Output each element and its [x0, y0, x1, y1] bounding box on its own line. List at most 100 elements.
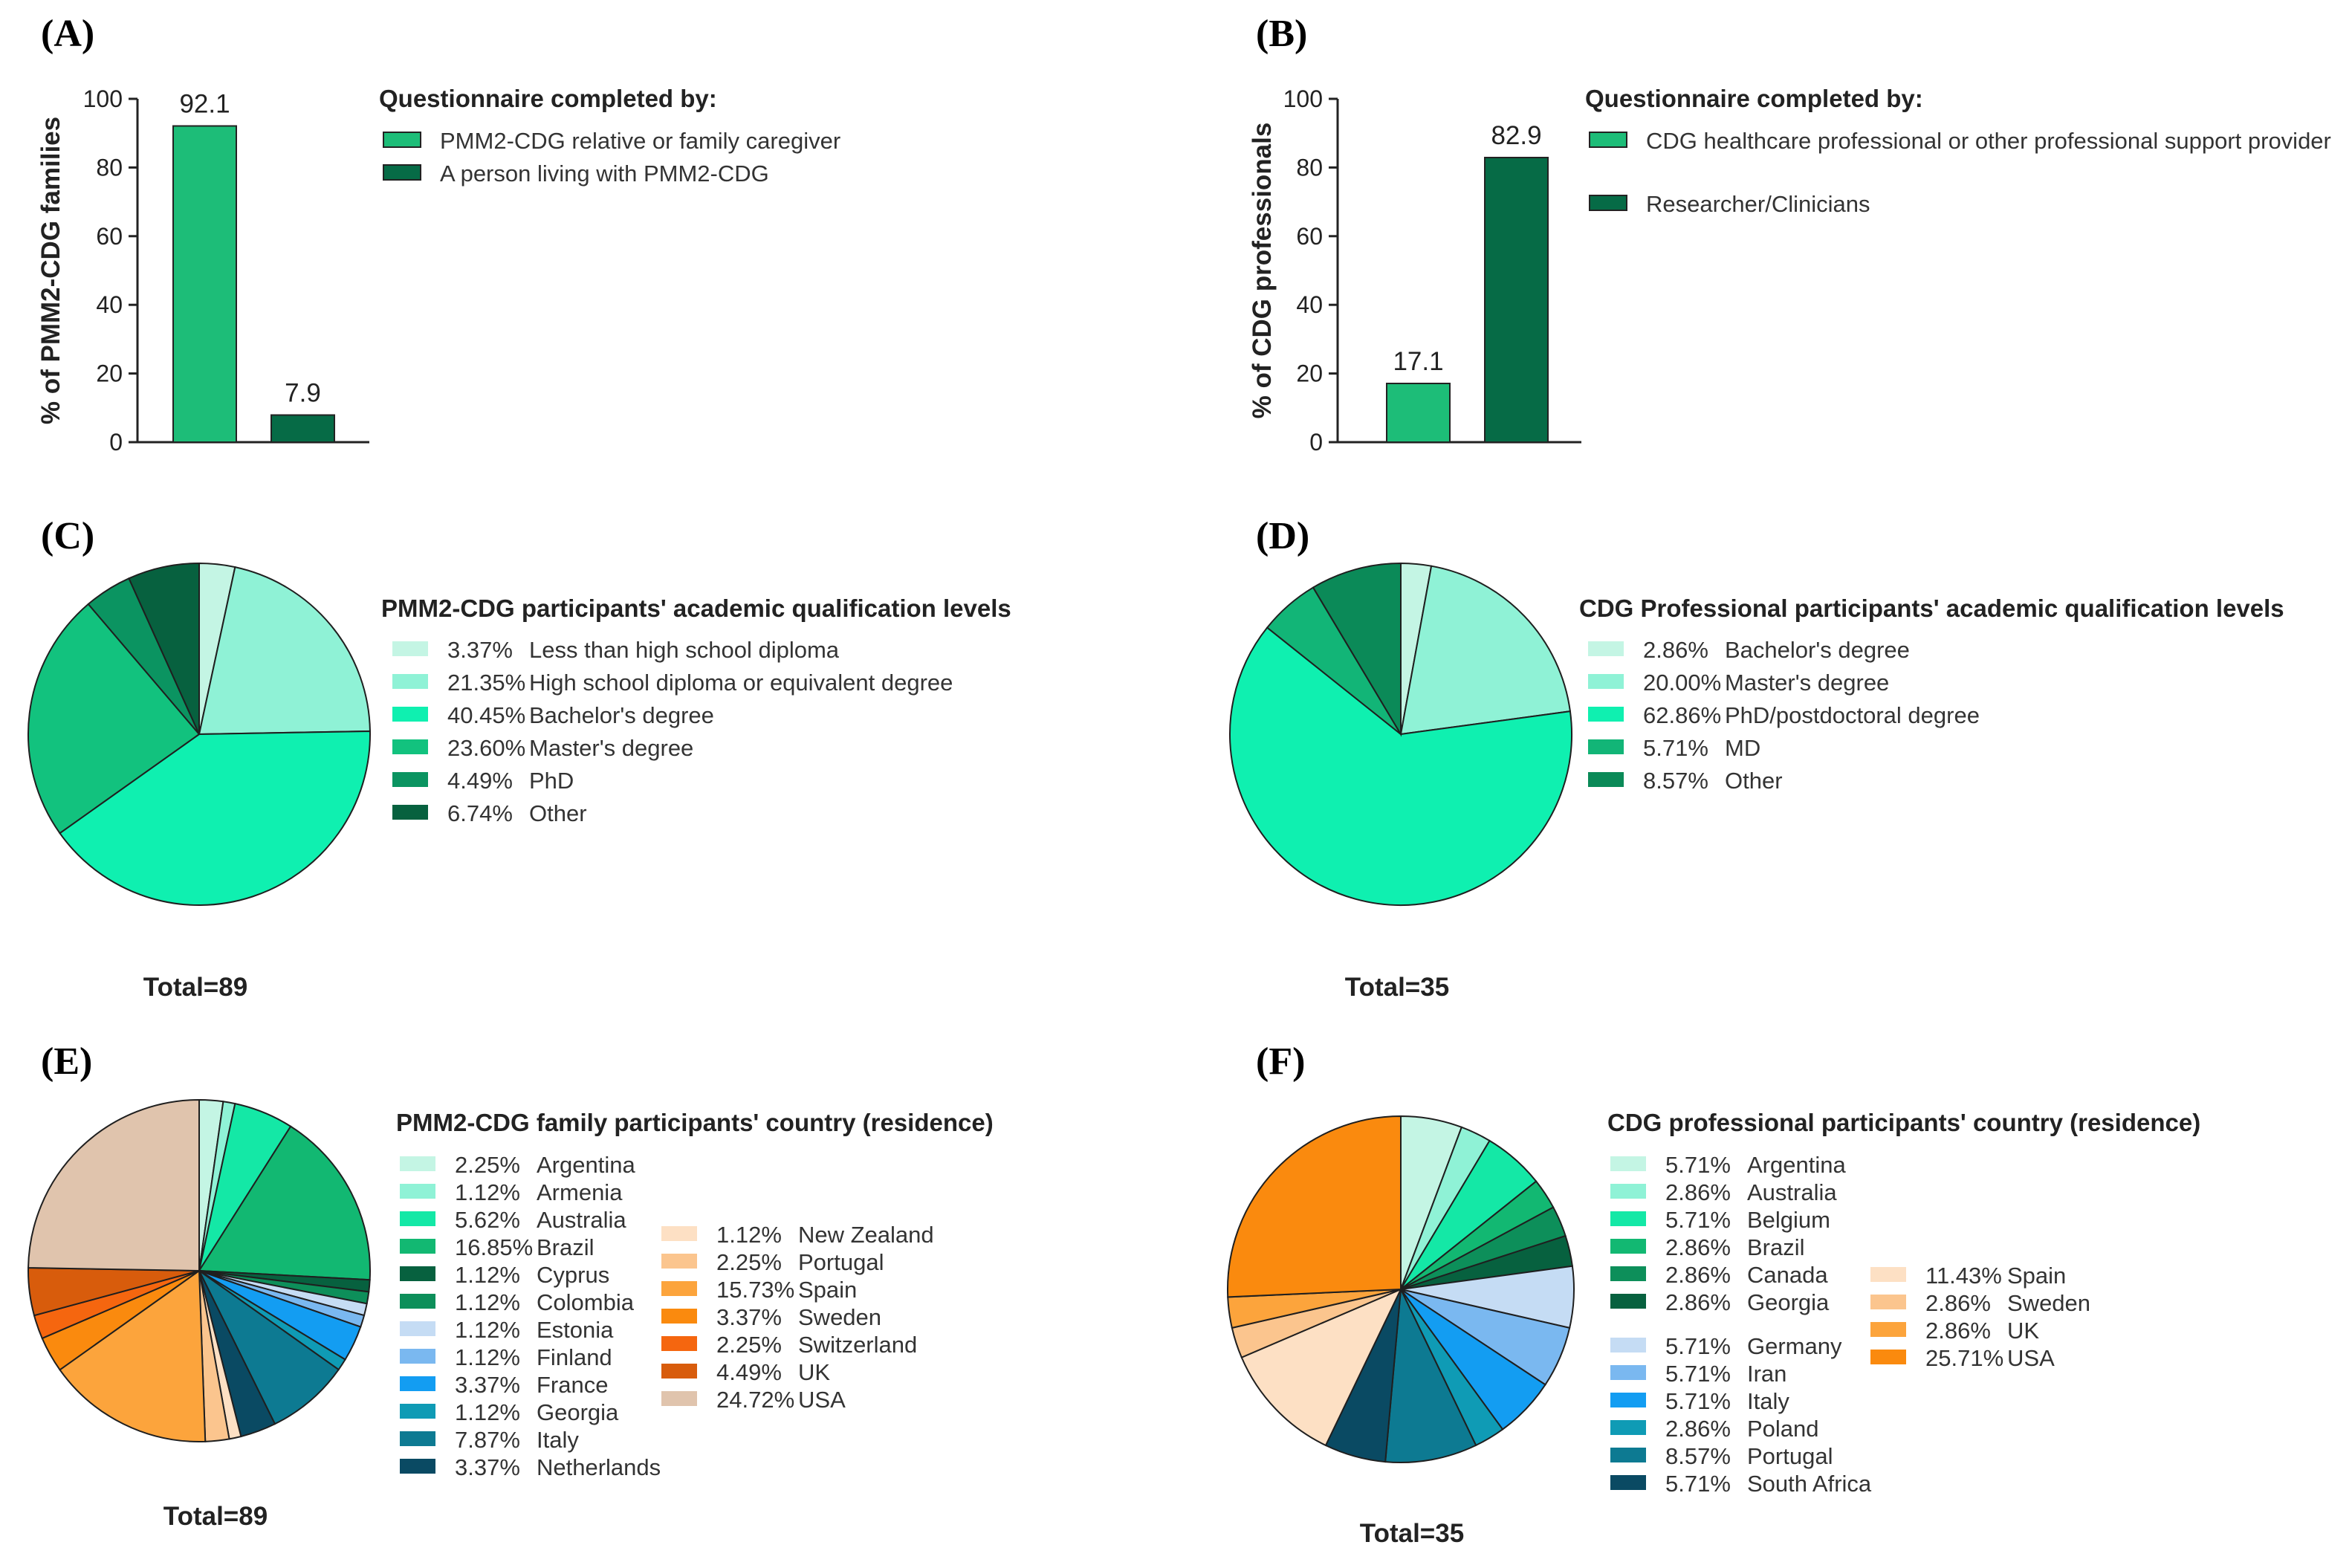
- legend-swatch: [383, 164, 421, 181]
- legend-percent: 2.86%: [1643, 637, 1708, 663]
- legend-swatch: [661, 1309, 697, 1324]
- panel-label: (D): [1256, 515, 1309, 557]
- legend-percent: 23.60%: [447, 735, 525, 761]
- legend-swatch: [1589, 195, 1627, 211]
- legend-swatch: [400, 1184, 435, 1199]
- panel-label: (B): [1256, 13, 1307, 55]
- pie-slice-spain: [59, 1269, 207, 1442]
- legend-swatch: [400, 1211, 435, 1226]
- legend-swatch: [1588, 707, 1624, 722]
- legend-label: Colombia: [537, 1289, 635, 1315]
- legend-percent: 1.12%: [455, 1344, 520, 1370]
- y-tick-label: 20: [96, 360, 123, 387]
- legend-swatch: [400, 1239, 435, 1254]
- legend-label: South Africa: [1747, 1471, 1872, 1497]
- legend-label: Sweden: [2007, 1290, 2090, 1316]
- legend-percent: 4.49%: [716, 1359, 782, 1385]
- legend-label: Switzerland: [798, 1332, 917, 1358]
- legend-label: High school diploma or equivalent degree: [529, 670, 953, 696]
- bar-1: [1386, 382, 1451, 443]
- legend-label: Portugal: [1747, 1443, 1833, 1469]
- legend-label: Belgium: [1747, 1207, 1830, 1233]
- legend-label: Georgia: [1747, 1289, 1830, 1315]
- legend-percent: 5.71%: [1665, 1207, 1731, 1233]
- legend-percent: 2.86%: [1665, 1234, 1731, 1260]
- legend-label: PhD/postdoctoral degree: [1725, 702, 1980, 728]
- panel-label: (E): [41, 1040, 92, 1083]
- legend-label: Australia: [1747, 1179, 1837, 1205]
- legend-percent: 2.86%: [1665, 1262, 1731, 1288]
- legend-percent: 1.12%: [455, 1262, 520, 1288]
- legend-swatch: [400, 1349, 435, 1364]
- legend-swatch: [400, 1156, 435, 1171]
- legend-percent: 5.71%: [1665, 1388, 1731, 1414]
- legend-percent: 8.57%: [1665, 1443, 1731, 1469]
- total-label: Total=35: [1360, 1519, 1464, 1548]
- legend-label: Canada: [1747, 1262, 1828, 1288]
- legend-swatch: [392, 772, 428, 787]
- legend-swatch: [661, 1254, 697, 1269]
- legend-label: Spain: [798, 1277, 857, 1303]
- legend-label: Master's degree: [529, 735, 693, 761]
- legend-percent: 40.45%: [447, 702, 525, 728]
- legend-percent: 4.49%: [447, 768, 513, 794]
- legend-swatch: [400, 1404, 435, 1419]
- legend-percent: 2.86%: [1665, 1179, 1731, 1205]
- legend-swatch: [400, 1431, 435, 1446]
- legend-title: CDG Professional participants' academic …: [1579, 595, 2284, 622]
- legend-swatch: [1870, 1350, 1906, 1364]
- legend-swatch: [400, 1459, 435, 1474]
- y-tick-label: 100: [1283, 85, 1323, 112]
- legend-label: Finland: [537, 1344, 612, 1370]
- y-tick-label: 60: [96, 223, 123, 250]
- pie-panel-c: (C) Total=89 PMM2-CDG participants' academ…: [27, 515, 1011, 1002]
- legend-percent: 2.86%: [1925, 1318, 1991, 1344]
- y-axis-label: % of CDG professionals: [1248, 123, 1277, 419]
- pie-slice-bachelor-s-degree: [59, 730, 371, 906]
- legend-title: Questionnaire completed by:: [379, 85, 717, 112]
- legend-percent: 20.00%: [1643, 670, 1721, 696]
- legend-percent: 2.25%: [716, 1332, 782, 1358]
- legend-percent: 1.12%: [455, 1317, 520, 1343]
- legend-swatch: [661, 1364, 697, 1379]
- pie-slice-usa: [27, 1098, 200, 1272]
- legend-label: USA: [798, 1387, 846, 1413]
- legend-label: UK: [2007, 1318, 2039, 1344]
- legend-label: Australia: [537, 1207, 626, 1233]
- total-label: Total=89: [143, 973, 247, 1002]
- pie-slice-spain: [1240, 1288, 1403, 1447]
- pie-panel-d: (D) Total=35 CDG Professional participants…: [1229, 515, 2284, 1002]
- legend-swatch: [392, 707, 428, 722]
- legend-label: Brazil: [1747, 1234, 1805, 1260]
- legend-swatch: [1610, 1184, 1646, 1199]
- legend-label: Other: [1725, 768, 1783, 794]
- legend-swatch: [400, 1294, 435, 1309]
- legend-label: Estonia: [537, 1317, 614, 1343]
- legend-percent: 3.37%: [716, 1304, 782, 1330]
- legend-label: Sweden: [798, 1304, 881, 1330]
- legend-swatch: [1870, 1267, 1906, 1282]
- legend-swatch: [1588, 772, 1624, 787]
- legend-swatch: [1870, 1295, 1906, 1309]
- legend-swatch: [383, 132, 421, 148]
- legend-percent: 1.12%: [455, 1179, 520, 1205]
- legend-swatch: [1610, 1420, 1646, 1435]
- legend-swatch: [400, 1321, 435, 1336]
- legend-label: Armenia: [537, 1179, 623, 1205]
- legend-percent: 16.85%: [455, 1234, 533, 1260]
- bar-panel-a: (A) 0 20 40 60 80 100 % of PMM2-CDG families 92.…: [36, 13, 840, 456]
- legend-label: A person living with PMM2-CDG: [440, 161, 769, 187]
- legend-percent: 8.57%: [1643, 768, 1708, 794]
- legend-percent: 25.71%: [1925, 1345, 2003, 1371]
- legend-percent: 5.62%: [455, 1207, 520, 1233]
- legend-label: New Zealand: [798, 1222, 934, 1248]
- legend-label: Brazil: [537, 1234, 595, 1260]
- bar-value-label: 17.1: [1393, 347, 1443, 376]
- total-label: Total=89: [163, 1502, 268, 1531]
- bar-value-label: 7.9: [285, 379, 321, 408]
- legend-percent: 3.37%: [455, 1372, 520, 1398]
- legend-label: France: [537, 1372, 608, 1398]
- legend-percent: 1.12%: [455, 1289, 520, 1315]
- total-label: Total=35: [1345, 973, 1449, 1002]
- legend-label: Georgia: [537, 1399, 619, 1425]
